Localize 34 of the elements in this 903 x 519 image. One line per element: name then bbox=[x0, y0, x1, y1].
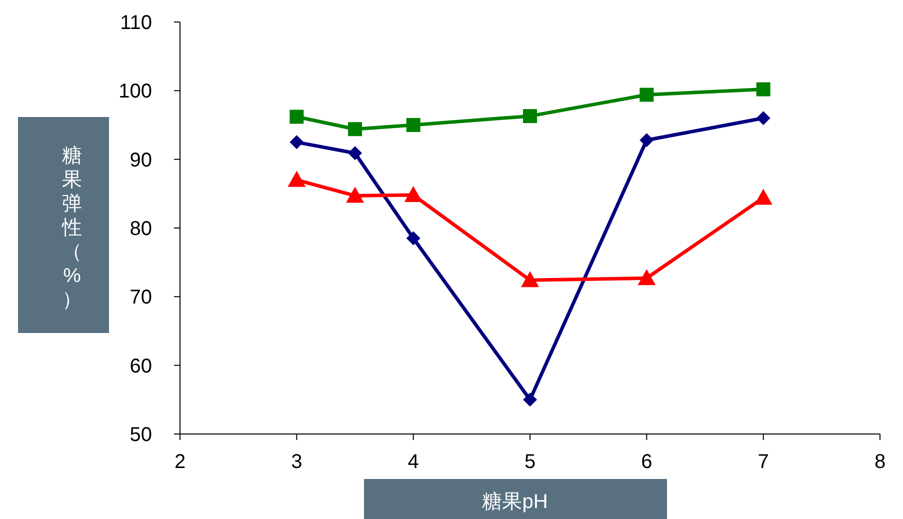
x-tick-label: 8 bbox=[874, 451, 886, 473]
x-tick-label: 4 bbox=[408, 451, 419, 473]
point bbox=[521, 271, 539, 288]
y-tick-label: 70 bbox=[130, 286, 152, 309]
x-axis-title: 糖果pH bbox=[482, 491, 548, 513]
point bbox=[756, 82, 770, 96]
point bbox=[640, 133, 654, 148]
point bbox=[523, 392, 537, 407]
point bbox=[640, 88, 654, 102]
point bbox=[754, 188, 772, 205]
point bbox=[288, 170, 306, 187]
point bbox=[406, 118, 420, 132]
y-tick-label: 110 bbox=[120, 12, 152, 34]
x-tick-label: 3 bbox=[291, 451, 302, 473]
y-tick-label: 50 bbox=[130, 424, 152, 446]
y-tick-label: 60 bbox=[130, 355, 152, 378]
y-tick-label: 90 bbox=[130, 149, 152, 172]
y-axis-title: 糖果弹性（%） bbox=[61, 145, 82, 311]
point bbox=[404, 186, 422, 202]
point bbox=[756, 111, 770, 126]
point bbox=[638, 269, 656, 286]
y-tick-label: 80 bbox=[130, 218, 152, 240]
point bbox=[406, 231, 420, 246]
x-tick-label: 6 bbox=[641, 451, 652, 473]
point bbox=[346, 186, 364, 203]
x-tick-label: 2 bbox=[174, 451, 186, 473]
point bbox=[348, 146, 362, 160]
x-tick-label: 5 bbox=[524, 451, 536, 473]
point bbox=[523, 109, 537, 124]
x-tick-label: 7 bbox=[758, 451, 769, 473]
point bbox=[290, 110, 304, 124]
y-tick-label: 100 bbox=[118, 80, 152, 103]
point bbox=[348, 122, 362, 136]
point bbox=[290, 135, 304, 150]
